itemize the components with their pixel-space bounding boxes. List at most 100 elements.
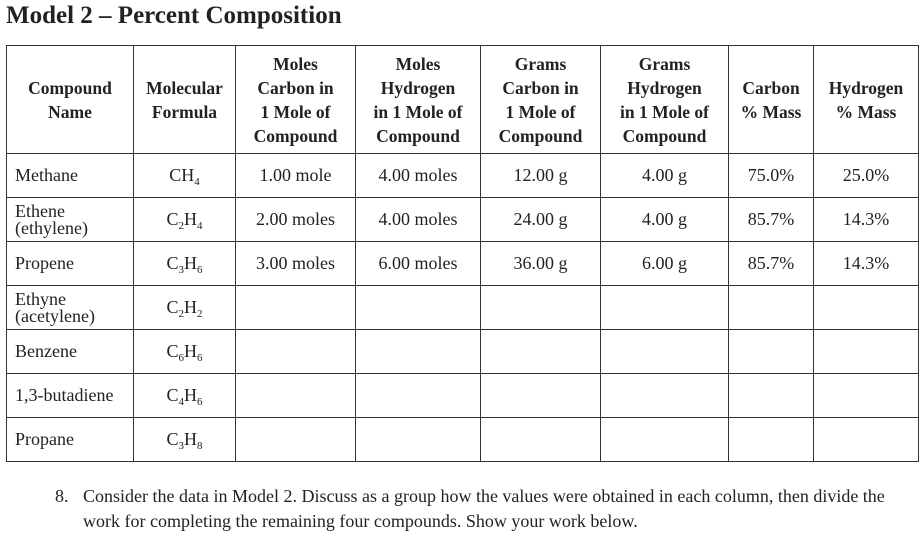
name-line: 1,3-butadiene xyxy=(15,385,114,405)
compound-name: 1,3-butadiene xyxy=(6,373,134,418)
column-header: Molecular Formula xyxy=(133,45,236,154)
cell: 85.7% xyxy=(728,241,814,286)
cell xyxy=(355,329,481,374)
formula: C3H8 xyxy=(133,417,236,462)
compound-name: Ethene (ethylene) xyxy=(6,197,134,242)
cell: 3.00 moles xyxy=(235,241,356,286)
cell xyxy=(480,329,601,374)
formula: CH4 xyxy=(133,153,236,198)
cell xyxy=(600,373,729,418)
cell: 6.00 moles xyxy=(355,241,481,286)
cell xyxy=(728,373,814,418)
table-row: Propene C3H6 3.00 moles 6.00 moles 36.00 g 6.… xyxy=(6,241,919,286)
column-header: Grams Hydrogen in 1 Mole of Compound xyxy=(600,45,729,154)
element-symbol: C xyxy=(166,341,179,361)
name-line: (ethylene) xyxy=(15,217,88,238)
header-line: % Mass xyxy=(740,101,802,122)
title: Model 2 – Percent Composition xyxy=(6,2,342,29)
cell: 4.00 g xyxy=(600,197,729,242)
subscript: 4 xyxy=(178,396,185,408)
header-line: Hydrogen xyxy=(828,77,904,98)
header-line: Grams xyxy=(638,53,691,74)
cell: 24.00 g xyxy=(480,197,601,242)
header-line: Carbon in xyxy=(502,77,579,98)
table-row: 1,3-butadiene C4H6 xyxy=(6,373,919,418)
cell xyxy=(235,329,356,374)
compound-name: Propane xyxy=(6,417,134,462)
header-line: in 1 Mole of xyxy=(373,101,463,122)
cell: 4.00 g xyxy=(600,153,729,198)
cell xyxy=(728,417,814,462)
cell xyxy=(355,373,481,418)
element-symbol: C xyxy=(166,209,179,229)
element-symbol: H xyxy=(184,209,197,229)
element-symbol: H xyxy=(184,341,197,361)
header-line: Grams xyxy=(514,53,567,74)
table-row: Propane C3H8 xyxy=(6,417,919,462)
name-line: Propane xyxy=(15,429,74,449)
element-symbol: C xyxy=(166,385,179,405)
compound-name: Ethyne (acetylene) xyxy=(6,285,134,330)
cell xyxy=(600,285,729,330)
subscript: 2 xyxy=(178,220,185,232)
header-line: Carbon xyxy=(742,77,800,98)
cell: 12.00 g xyxy=(480,153,601,198)
header-line: Hydrogen xyxy=(627,77,702,98)
cell xyxy=(235,373,356,418)
cell: 14.3% xyxy=(813,241,919,286)
formula: C3H6 xyxy=(133,241,236,286)
cell xyxy=(480,373,601,418)
header-line: % Mass xyxy=(835,101,897,122)
element-symbol: H xyxy=(184,253,197,273)
formula: C2H4 xyxy=(133,197,236,242)
question-text: Consider the data in Model 2. Discuss as… xyxy=(83,486,885,531)
name-line: Methane xyxy=(15,165,78,185)
element-symbol: C xyxy=(166,253,179,273)
subscript: 4 xyxy=(194,176,200,188)
table-row: Methane CH4 1.00 mole 4.00 moles 12.00 g 4.00… xyxy=(6,153,919,198)
element-symbol: C xyxy=(166,429,179,449)
subscript: 6 xyxy=(197,264,203,276)
cell xyxy=(813,329,919,374)
cell: 6.00 g xyxy=(600,241,729,286)
header-line: in 1 Mole of xyxy=(620,101,709,122)
cell xyxy=(600,329,729,374)
subscript: 2 xyxy=(178,308,185,320)
column-header: Moles Hydrogen in 1 Mole of Compound xyxy=(355,45,481,154)
column-header: Moles Carbon in 1 Mole of Compound xyxy=(235,45,356,154)
name-line: Ethene xyxy=(15,200,65,221)
header-line: Hydrogen xyxy=(380,77,456,98)
name-line: (acetylene) xyxy=(15,305,95,326)
cell xyxy=(813,373,919,418)
cell: 25.0% xyxy=(813,153,919,198)
cell xyxy=(480,417,601,462)
column-header: Grams Carbon in 1 Mole of Compound xyxy=(480,45,601,154)
header-line: Compound xyxy=(28,77,112,98)
cell xyxy=(728,329,814,374)
element-symbol: H xyxy=(184,385,197,405)
cell: 85.7% xyxy=(728,197,814,242)
formula: C6H6 xyxy=(133,329,236,374)
column-header: Carbon % Mass xyxy=(728,45,814,154)
header-line: 1 Mole of xyxy=(505,101,576,122)
cell xyxy=(813,285,919,330)
column-header: Hydrogen % Mass xyxy=(813,45,919,154)
question-number: 8. xyxy=(55,486,69,506)
header-line: Molecular xyxy=(146,77,223,98)
cell xyxy=(480,285,601,330)
cell: 14.3% xyxy=(813,197,919,242)
subscript: 4 xyxy=(197,220,203,232)
cell xyxy=(235,417,356,462)
header-line: Compound xyxy=(376,125,460,146)
element-symbol: H xyxy=(184,297,197,317)
subscript: 6 xyxy=(197,352,203,364)
element-symbol: C xyxy=(166,297,179,317)
subscript: 3 xyxy=(178,264,185,276)
name-line: Propene xyxy=(15,253,74,273)
header-line: Formula xyxy=(151,101,218,122)
cell: 4.00 moles xyxy=(355,197,481,242)
compound-name: Methane xyxy=(6,153,134,198)
table-row: Ethyne (acetylene) C2H2 xyxy=(6,285,919,330)
subscript: 8 xyxy=(197,440,203,452)
